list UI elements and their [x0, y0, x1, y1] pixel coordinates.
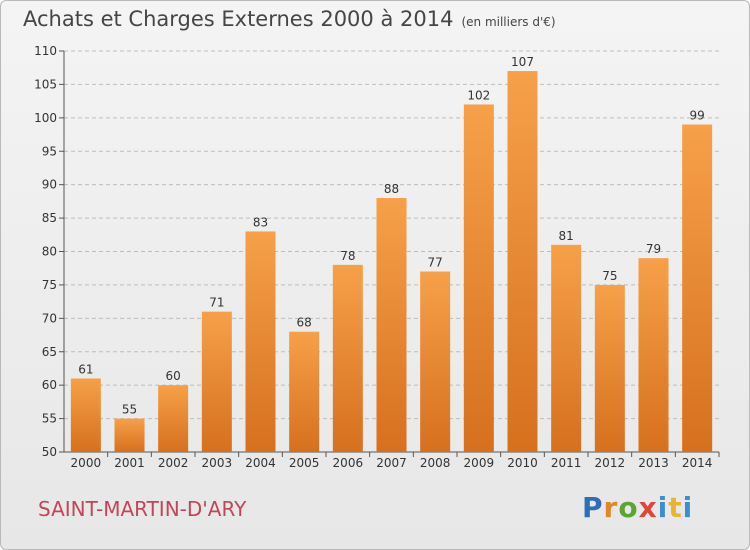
bar-value-label: 71	[209, 296, 224, 310]
bar	[463, 104, 494, 452]
x-tick-label: 2011	[551, 456, 582, 470]
labels: 50 55 60 65 70 75 80 85 90 95 100 105 110 61 2000 55 200…	[34, 44, 712, 470]
chart-title: Achats et Charges Externes 2000 à 2014 (e…	[23, 7, 556, 31]
bar	[682, 124, 713, 453]
x-tick-label: 2004	[245, 456, 276, 470]
bar-value-label: 60	[166, 369, 181, 383]
bar-value-label: 68	[297, 316, 312, 330]
bar	[201, 311, 232, 452]
bar	[420, 271, 451, 452]
x-tick-label: 2005	[289, 456, 320, 470]
place-name: SAINT-MARTIN-D'ARY	[38, 497, 247, 521]
y-tick-label: 110	[34, 44, 57, 58]
y-tick-label: 60	[42, 378, 57, 392]
bar	[158, 385, 189, 452]
y-tick-label: 105	[34, 77, 57, 91]
proxiti-logo: Proxiti	[582, 491, 694, 524]
bar	[638, 258, 669, 452]
bar-value-label: 81	[559, 229, 574, 243]
bar	[70, 378, 101, 452]
bar-value-label: 99	[690, 109, 705, 123]
y-tick-label: 80	[42, 245, 57, 259]
x-tick-label: 2003	[202, 456, 233, 470]
x-tick-label: 2009	[464, 456, 495, 470]
x-tick-label: 2001	[114, 456, 145, 470]
bar-value-label: 78	[340, 249, 355, 263]
bar	[376, 198, 407, 452]
x-tick-label: 2013	[638, 456, 669, 470]
bar	[594, 284, 625, 452]
bar-value-label: 107	[511, 55, 534, 69]
y-tick-label: 85	[42, 211, 57, 225]
bar-value-label: 75	[602, 269, 617, 283]
bar-value-label: 55	[122, 403, 137, 417]
x-tick-label: 2008	[420, 456, 451, 470]
x-tick-label: 2014	[682, 456, 713, 470]
x-tick-label: 2000	[71, 456, 102, 470]
x-tick-label: 2002	[158, 456, 189, 470]
bar	[289, 331, 320, 452]
x-tick-label: 2012	[595, 456, 626, 470]
bar-value-label: 88	[384, 182, 399, 196]
chart-title-text: Achats et Charges Externes 2000 à 2014	[23, 7, 454, 31]
y-tick-label: 100	[34, 111, 57, 125]
x-tick-label: 2010	[507, 456, 538, 470]
bar-value-label: 61	[78, 362, 93, 376]
y-tick-label: 75	[42, 278, 57, 292]
y-tick-label: 70	[42, 311, 57, 325]
bar	[332, 264, 363, 452]
bar	[551, 244, 582, 452]
y-tick-label: 50	[42, 445, 57, 459]
bar	[114, 418, 145, 452]
bar	[245, 231, 276, 452]
y-tick-label: 95	[42, 144, 57, 158]
y-tick-label: 90	[42, 178, 57, 192]
bar-value-label: 77	[428, 256, 443, 270]
bar-value-label: 83	[253, 215, 268, 229]
chart-unit: (en milliers d'€)	[461, 15, 556, 29]
y-tick-label: 55	[42, 412, 57, 426]
bar	[507, 71, 538, 453]
bars	[70, 71, 713, 453]
bar-value-label: 79	[646, 242, 661, 256]
x-tick-label: 2007	[376, 456, 407, 470]
y-tick-label: 65	[42, 345, 57, 359]
x-tick-label: 2006	[333, 456, 364, 470]
bar-value-label: 102	[467, 88, 490, 102]
